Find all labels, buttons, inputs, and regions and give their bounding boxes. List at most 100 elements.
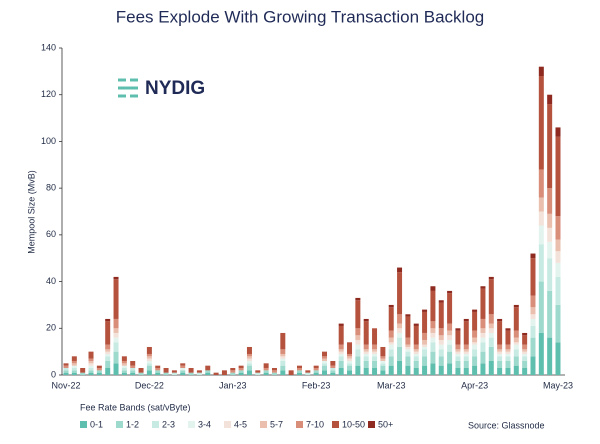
bar-segment bbox=[447, 344, 453, 352]
bar-segment bbox=[71, 360, 77, 364]
bar-segment bbox=[547, 104, 553, 189]
bar-segment bbox=[338, 356, 344, 361]
bar-segment bbox=[463, 318, 469, 322]
legend-swatch bbox=[152, 421, 159, 428]
bar-segment bbox=[121, 360, 127, 364]
bar-segment bbox=[155, 365, 161, 368]
bar-segment bbox=[338, 349, 344, 352]
bar-segment bbox=[530, 253, 536, 259]
bar-segment bbox=[422, 356, 428, 366]
bar-segment bbox=[455, 349, 461, 352]
bar-segment bbox=[347, 365, 353, 371]
y-tick-label: 60 bbox=[46, 229, 56, 239]
bar-segment bbox=[505, 351, 511, 354]
bar-segment bbox=[155, 372, 161, 375]
bar-segment bbox=[397, 314, 403, 324]
bar-segment bbox=[280, 365, 286, 371]
bar-segment bbox=[146, 356, 152, 359]
bar-segment bbox=[497, 321, 503, 345]
bar-segment bbox=[280, 353, 286, 357]
bar-segment bbox=[246, 360, 252, 364]
bar-segment bbox=[280, 360, 286, 366]
bar-segment bbox=[397, 360, 403, 375]
bar-segment bbox=[238, 367, 244, 371]
bar-segment bbox=[430, 363, 436, 375]
bar-segment bbox=[538, 66, 544, 77]
bar-segment bbox=[238, 370, 244, 373]
bar-segment bbox=[372, 360, 378, 368]
bar-segment bbox=[480, 363, 486, 375]
bar-segment bbox=[372, 356, 378, 361]
bar-segment bbox=[480, 342, 486, 352]
bar-segment bbox=[130, 360, 136, 366]
bar-segment bbox=[105, 353, 111, 357]
bar-segment bbox=[263, 370, 269, 373]
bar-segment bbox=[146, 363, 152, 366]
bar-segment bbox=[497, 353, 503, 357]
bar-segment bbox=[388, 344, 394, 350]
bar-segment bbox=[513, 356, 519, 366]
bar-segment bbox=[313, 367, 319, 371]
bar-segment bbox=[121, 370, 127, 373]
bar-segment bbox=[513, 365, 519, 375]
bar-segment bbox=[372, 344, 378, 350]
bar-segment bbox=[547, 213, 553, 228]
bar-segment bbox=[505, 328, 511, 331]
bar-segment bbox=[155, 370, 161, 373]
bar-segment bbox=[263, 367, 269, 371]
bar-segment bbox=[363, 351, 369, 354]
x-tick-label: Nov-22 bbox=[51, 380, 80, 390]
y-tick-label: 20 bbox=[46, 323, 56, 333]
bar-segment bbox=[547, 94, 553, 105]
y-tick-label: 100 bbox=[41, 136, 56, 146]
bar-segment bbox=[363, 353, 369, 357]
legend-label: 1-2 bbox=[126, 419, 139, 429]
bar-segment bbox=[113, 276, 119, 280]
bar-segment bbox=[196, 372, 202, 375]
bar-segment bbox=[447, 363, 453, 375]
bar-segment bbox=[205, 370, 211, 373]
bar-segment bbox=[288, 370, 294, 375]
bar-segment bbox=[121, 356, 127, 361]
bar-segment bbox=[180, 363, 186, 366]
bar-segment bbox=[430, 286, 436, 291]
bar-segment bbox=[372, 351, 378, 354]
bar-segment bbox=[155, 367, 161, 371]
bar-segment bbox=[388, 330, 394, 338]
bar-segment bbox=[180, 370, 186, 373]
bar-segment bbox=[405, 349, 411, 352]
bar-segment bbox=[96, 367, 102, 371]
x-tick-label: Dec-22 bbox=[135, 380, 164, 390]
bar-segment bbox=[422, 332, 428, 340]
bar-segment bbox=[330, 372, 336, 375]
bar-segment bbox=[96, 370, 102, 373]
bar-segment bbox=[263, 363, 269, 368]
legend-label: 7-10 bbox=[306, 419, 324, 429]
bar-segment bbox=[221, 370, 227, 375]
bar-segment bbox=[480, 332, 486, 338]
legend-label: 50+ bbox=[378, 419, 393, 429]
bar-segment bbox=[513, 349, 519, 357]
bar-segment bbox=[355, 349, 361, 357]
bar-segment bbox=[330, 370, 336, 373]
bar-segment bbox=[438, 339, 444, 345]
bar-segment bbox=[347, 360, 353, 364]
bar-segment bbox=[330, 360, 336, 366]
bar-segment bbox=[238, 372, 244, 375]
bar-segment bbox=[305, 370, 311, 373]
bar-segment bbox=[130, 370, 136, 373]
bar-segment bbox=[146, 360, 152, 364]
bar-segment bbox=[146, 365, 152, 371]
bar-segment bbox=[422, 346, 428, 350]
logo-text: NYDIG bbox=[145, 78, 205, 99]
bar-segment bbox=[105, 356, 111, 361]
bar-segment bbox=[238, 365, 244, 368]
bar-segment bbox=[463, 356, 469, 361]
bar-segment bbox=[88, 370, 94, 373]
bar-segment bbox=[413, 349, 419, 352]
bar-segment bbox=[438, 349, 444, 357]
bar-segment bbox=[463, 344, 469, 350]
bar-segment bbox=[338, 353, 344, 357]
bar-segment bbox=[438, 302, 444, 329]
